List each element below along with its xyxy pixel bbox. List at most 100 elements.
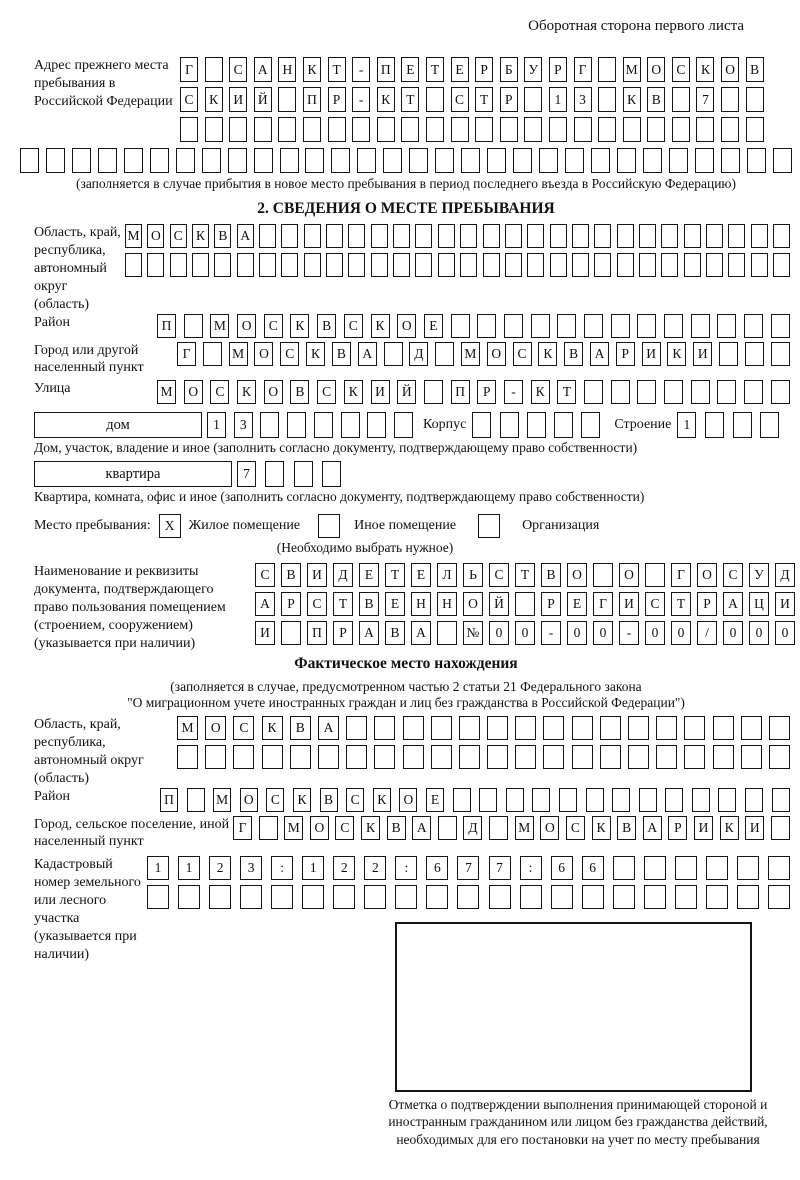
char-box — [261, 744, 283, 769]
char-box: И — [229, 87, 248, 112]
char-box: О — [205, 715, 227, 740]
kvartira-row: квартира 7 — [20, 461, 790, 488]
kvartira-note: Квартира, комната, офис и иное (заполнит… — [34, 489, 645, 505]
char-box: С — [169, 224, 187, 248]
zhiloe-checkbox[interactable]: X — [158, 514, 181, 539]
stamp-box — [395, 921, 752, 1092]
char-box — [515, 744, 537, 769]
char-box: 7 — [457, 856, 480, 881]
char-box — [661, 253, 679, 277]
char-box: / — [697, 621, 717, 646]
prev-address-extra-row[interactable] — [20, 148, 792, 173]
char-box — [532, 787, 551, 812]
char-box: Р — [333, 621, 353, 646]
char-box: 0 — [515, 621, 535, 646]
char-box — [590, 148, 610, 173]
char-box — [265, 461, 285, 488]
char-box — [450, 117, 469, 142]
char-box — [475, 117, 494, 142]
doc-grid-row-3[interactable]: И П Р А В А № 0 0-0 0-0 0/0 0 0 — [255, 621, 795, 646]
char-box: П — [160, 787, 178, 812]
char-box: Г — [573, 57, 592, 82]
char-box: С — [266, 787, 285, 812]
prev-address-grid-row-3[interactable] — [180, 117, 764, 142]
char-box — [772, 148, 792, 173]
char-box: Р — [327, 87, 346, 112]
char-box: X — [158, 514, 181, 539]
char-box: - — [541, 621, 561, 646]
stroenie-grid[interactable]: 1 — [677, 412, 780, 439]
char-box: В — [319, 787, 338, 812]
char-box: Р — [615, 341, 635, 366]
korpus-label: Корпус — [423, 417, 467, 433]
mesto-row: Место пребывания: X Жилое помещение Иное… — [20, 514, 792, 539]
char-box — [346, 744, 368, 769]
char-box — [435, 148, 455, 173]
char-box: К — [591, 815, 611, 840]
char-box: О — [463, 592, 483, 617]
kvartira-label-box: квартира — [34, 461, 232, 488]
fact-raion-label: Район — [34, 788, 70, 804]
char-box: 0 — [567, 621, 587, 646]
char-box: 1 — [207, 412, 226, 439]
char-box — [549, 224, 567, 248]
char-box: П — [302, 87, 321, 112]
oblast-grid-row-2[interactable] — [125, 253, 790, 277]
char-box — [205, 744, 227, 769]
char-box: К — [237, 380, 257, 405]
org-checkbox[interactable] — [478, 514, 501, 539]
char-box — [423, 380, 443, 405]
char-box: С — [512, 341, 532, 366]
char-box — [718, 787, 737, 812]
char-box — [370, 224, 388, 248]
korpus-grid[interactable] — [472, 412, 601, 439]
char-box — [771, 787, 790, 812]
char-box: С — [671, 57, 690, 82]
char-box — [183, 313, 203, 338]
char-box: Е — [423, 313, 443, 338]
char-box — [683, 224, 701, 248]
kadastr-grid-row-2[interactable] — [147, 885, 790, 910]
char-box — [767, 885, 790, 910]
char-box: 0 — [723, 621, 743, 646]
char-box: А — [642, 815, 662, 840]
prev-address-block: Адрес прежнего места пребывания в Россий… — [20, 57, 792, 147]
char-box — [527, 253, 545, 277]
char-box — [401, 117, 420, 142]
inoe-label: Иное помещение — [354, 518, 457, 534]
char-box — [740, 744, 762, 769]
inoe-checkbox[interactable] — [318, 514, 341, 539]
fact-oblast-grid-row-2[interactable] — [177, 744, 790, 769]
char-box: Г — [671, 563, 691, 588]
char-box: О — [486, 341, 506, 366]
char-box — [460, 224, 478, 248]
char-box: С — [723, 563, 743, 588]
char-box — [202, 341, 222, 366]
char-box — [664, 380, 684, 405]
char-box: К — [372, 787, 391, 812]
char-box — [772, 224, 790, 248]
char-box — [524, 117, 543, 142]
char-box — [460, 253, 478, 277]
char-box: - — [619, 621, 639, 646]
kvartira-number-grid[interactable]: 7 — [237, 461, 341, 488]
char-box — [393, 253, 411, 277]
char-box: 6 — [550, 856, 573, 881]
char-box — [530, 313, 550, 338]
char-box — [472, 412, 492, 439]
char-box — [302, 885, 325, 910]
